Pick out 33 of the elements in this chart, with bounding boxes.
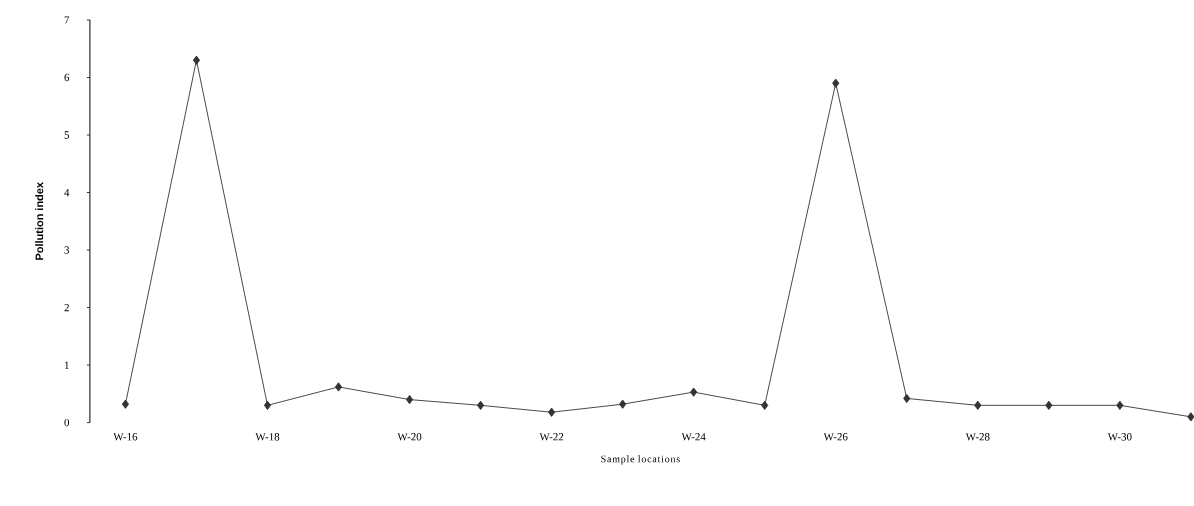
y-tick-label: 3: [64, 246, 70, 254]
y-tick-label: 5: [64, 131, 70, 139]
point: [548, 407, 556, 418]
x-tick-label: W-22: [539, 433, 564, 441]
point: [619, 399, 627, 410]
point: [690, 387, 698, 397]
point: [334, 382, 343, 392]
y-tick-label: 0: [64, 419, 70, 427]
x-tick-label: W-16: [113, 433, 138, 441]
x-tick-label: W-28: [965, 433, 990, 441]
x-axis-title: Sample locations: [601, 455, 680, 465]
point: [903, 394, 911, 404]
y-tick-label: 6: [64, 74, 70, 82]
point: [761, 400, 769, 411]
point: [974, 400, 982, 411]
point: [1116, 400, 1124, 411]
x-tick-label: W-30: [1107, 433, 1132, 441]
y-tick-label: 2: [64, 304, 69, 312]
x-tick-label: W-24: [681, 433, 706, 441]
point: [1045, 400, 1053, 411]
x-tick-label: W-20: [397, 433, 422, 441]
point: [832, 78, 840, 89]
point: [263, 400, 272, 411]
point: [405, 395, 414, 405]
point: [121, 399, 130, 410]
point: [477, 400, 485, 411]
y-tick-label: 7: [64, 16, 70, 24]
point: [192, 55, 201, 66]
x-tick-label: W-26: [823, 433, 848, 441]
y-tick-label: 1: [64, 361, 69, 369]
y-axis-title: Pollution index: [35, 182, 44, 261]
y-tick-label: 4: [64, 189, 70, 197]
x-tick-label: W-18: [255, 433, 280, 441]
